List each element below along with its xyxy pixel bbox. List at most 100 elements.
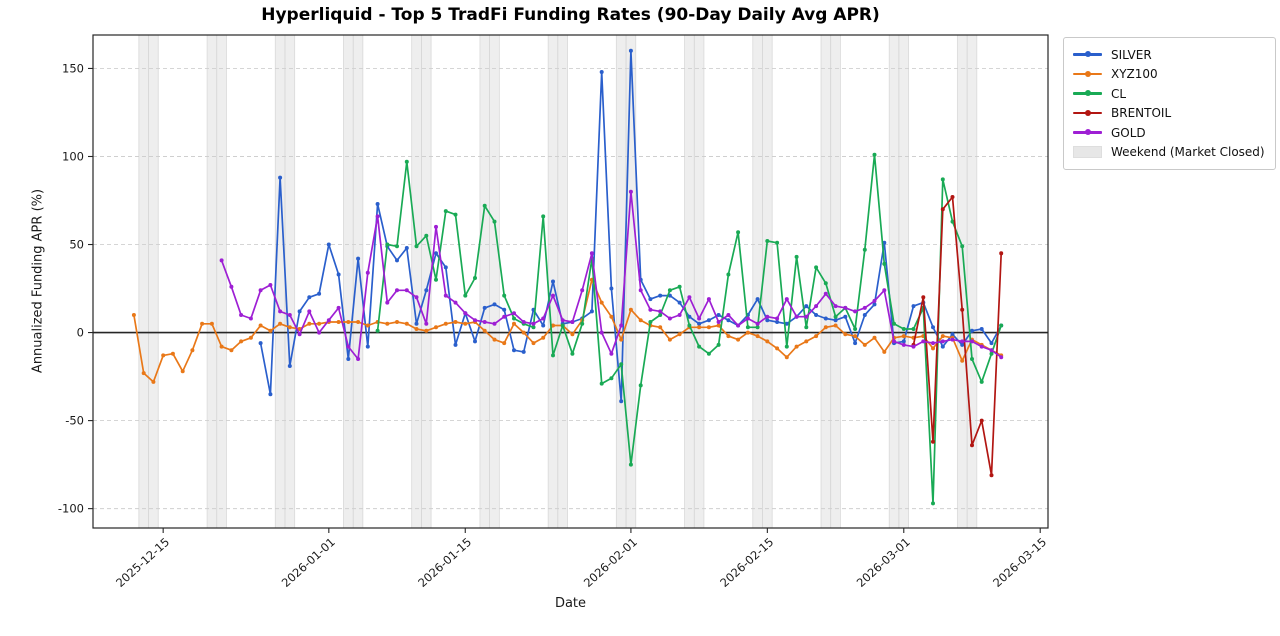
data-point-xyz100 [843, 332, 848, 337]
data-point-cl [940, 177, 945, 182]
legend-item-xyz100: XYZ100 [1073, 65, 1265, 85]
data-point-xyz100 [502, 341, 507, 346]
data-point-cl [512, 316, 516, 321]
data-point-silver [755, 297, 760, 302]
data-point-silver [609, 286, 614, 291]
legend-label: CL [1111, 86, 1127, 101]
data-point-cl [492, 219, 497, 224]
data-point-cl [814, 265, 819, 270]
data-point-xyz100 [180, 369, 185, 374]
data-point-xyz100 [453, 320, 458, 324]
data-point-xyz100 [706, 325, 711, 330]
chart-title: Hyperliquid - Top 5 TradFi Funding Rates… [261, 5, 880, 25]
data-point-xyz100 [248, 335, 253, 340]
data-point-gold [687, 295, 692, 300]
data-point-silver [814, 313, 819, 317]
data-point-gold [336, 305, 341, 310]
data-point-silver [443, 265, 448, 270]
data-point-xyz100 [862, 342, 867, 347]
data-point-gold [823, 291, 828, 296]
data-point-xyz100 [638, 318, 643, 323]
data-point-silver [931, 325, 935, 330]
data-point-brentoil [989, 473, 994, 478]
data-point-cl [667, 288, 672, 293]
data-point-xyz100 [667, 337, 672, 342]
y-tick-label: 100 [62, 149, 84, 163]
data-point-cl [424, 233, 429, 238]
data-point-silver [979, 327, 984, 331]
data-point-cl [570, 351, 575, 356]
data-point-xyz100 [745, 330, 750, 335]
data-point-xyz100 [716, 323, 721, 328]
data-point-silver [658, 293, 663, 298]
data-point-gold [755, 321, 760, 326]
data-point-xyz100 [356, 320, 361, 324]
data-point-cl [541, 214, 546, 219]
data-point-cl [765, 239, 770, 243]
data-point-gold [434, 224, 438, 229]
data-point-gold [921, 339, 926, 344]
data-point-silver [677, 300, 682, 305]
data-point-xyz100 [931, 346, 935, 351]
legend-label: Weekend (Market Closed) [1111, 145, 1265, 160]
data-point-gold [502, 314, 507, 319]
data-point-brentoil [979, 418, 984, 423]
legend-label: GOLD [1111, 125, 1146, 140]
data-point-brentoil [950, 195, 955, 199]
data-point-xyz100 [170, 351, 175, 356]
data-point-xyz100 [823, 325, 828, 330]
data-point-silver [599, 70, 604, 74]
weekend-band [343, 35, 363, 528]
data-point-gold [395, 288, 399, 293]
data-point-xyz100 [804, 339, 809, 344]
data-point-gold [326, 318, 331, 323]
data-point-cl [375, 328, 380, 333]
data-point-silver [375, 202, 380, 206]
data-point-gold [268, 283, 273, 287]
weekend-band [548, 35, 568, 528]
data-point-gold [414, 295, 419, 300]
data-point-cl [833, 314, 838, 319]
data-point-xyz100 [424, 328, 429, 333]
data-point-xyz100 [775, 346, 780, 351]
data-point-xyz100 [385, 321, 390, 326]
legend-line-icon [1073, 68, 1102, 81]
data-point-xyz100 [365, 323, 370, 328]
data-point-cl [648, 320, 653, 324]
data-point-cl [443, 209, 448, 214]
data-point-silver [492, 302, 497, 307]
data-point-xyz100 [697, 325, 702, 330]
data-point-silver [258, 341, 263, 346]
data-point-xyz100 [190, 348, 195, 353]
data-point-cl [853, 327, 858, 331]
legend-weekend-patch-icon [1073, 146, 1102, 159]
data-point-gold [239, 313, 244, 317]
data-point-gold [365, 270, 370, 275]
data-point-silver [687, 314, 692, 319]
data-point-gold [648, 307, 653, 312]
data-point-silver [365, 344, 370, 349]
data-point-cl [560, 323, 565, 328]
data-point-cl [901, 327, 906, 331]
data-point-cl [687, 323, 692, 328]
data-point-gold [804, 314, 809, 319]
data-point-silver [989, 341, 994, 346]
data-point-xyz100 [833, 323, 838, 328]
data-point-brentoil [921, 295, 926, 300]
data-point-cl [599, 381, 604, 386]
weekend-band [616, 35, 636, 528]
data-point-xyz100 [521, 330, 526, 335]
data-point-silver [823, 316, 828, 321]
legend-line-icon [1073, 107, 1102, 120]
data-point-brentoil [999, 251, 1004, 256]
data-point-xyz100 [872, 335, 877, 340]
data-point-gold [453, 300, 458, 305]
data-point-brentoil [931, 439, 935, 444]
y-tick-label: 150 [62, 61, 84, 75]
x-tick-label: 2026-01-15 [415, 535, 474, 590]
data-point-xyz100 [200, 321, 205, 326]
data-point-cl [911, 327, 916, 331]
data-point-xyz100 [287, 325, 292, 330]
data-point-xyz100 [784, 355, 789, 360]
